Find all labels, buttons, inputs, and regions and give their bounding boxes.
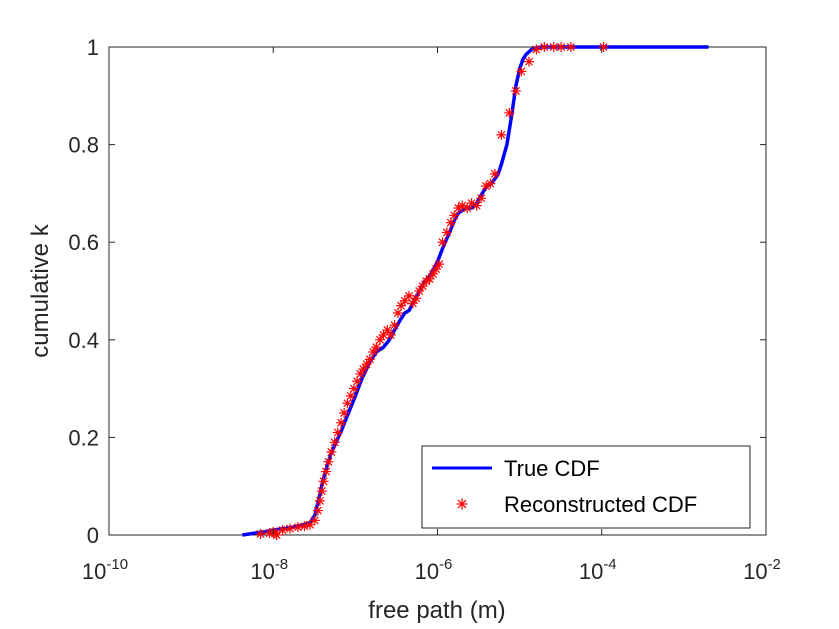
data-point-reconstructed-cdf bbox=[371, 342, 382, 353]
y-tick-label: 1 bbox=[87, 35, 99, 60]
data-point-reconstructed-cdf bbox=[449, 210, 460, 221]
x-tick-label: 10-8 bbox=[250, 556, 288, 584]
legend: True CDF Reconstructed CDF bbox=[421, 445, 751, 529]
data-point-reconstructed-cdf bbox=[339, 408, 350, 418]
x-axis-label: free path (m) bbox=[368, 597, 505, 624]
data-point-reconstructed-cdf bbox=[523, 56, 534, 67]
data-point-reconstructed-cdf bbox=[441, 227, 452, 238]
data-point-reconstructed-cdf bbox=[342, 398, 353, 409]
data-point-reconstructed-cdf bbox=[434, 259, 445, 270]
data-point-reconstructed-cdf bbox=[424, 273, 435, 284]
x-tick-label: 10-10 bbox=[82, 556, 128, 584]
data-point-reconstructed-cdf bbox=[348, 383, 359, 394]
data-point-reconstructed-cdf bbox=[312, 505, 323, 516]
x-tick-label: 10-2 bbox=[743, 556, 781, 584]
data-point-reconstructed-cdf bbox=[485, 178, 496, 189]
data-point-reconstructed-cdf bbox=[332, 427, 343, 438]
data-point-reconstructed-cdf bbox=[336, 417, 347, 428]
data-point-reconstructed-cdf bbox=[516, 66, 527, 77]
data-point-reconstructed-cdf bbox=[437, 237, 448, 248]
data-point-reconstructed-cdf bbox=[389, 320, 400, 331]
data-point-reconstructed-cdf bbox=[314, 495, 325, 506]
data-point-reconstructed-cdf bbox=[352, 376, 363, 387]
data-point-reconstructed-cdf bbox=[510, 85, 521, 96]
data-point-reconstructed-cdf bbox=[309, 515, 320, 526]
data-point-reconstructed-cdf bbox=[445, 217, 456, 228]
data-point-reconstructed-cdf bbox=[417, 281, 428, 292]
data-point-reconstructed-cdf bbox=[255, 529, 266, 540]
y-tick-label: 0.2 bbox=[68, 425, 99, 450]
data-point-reconstructed-cdf bbox=[476, 193, 487, 204]
legend-label-true-cdf: True CDF bbox=[504, 456, 600, 481]
legend-label-reconstructed-cdf: Reconstructed CDF bbox=[504, 492, 697, 517]
data-point-reconstructed-cdf bbox=[316, 486, 327, 497]
data-point-reconstructed-cdf bbox=[345, 390, 356, 401]
x-tick-label: 10-4 bbox=[579, 556, 617, 584]
y-axis-label: cumulative k bbox=[27, 223, 54, 357]
data-point-reconstructed-cdf bbox=[285, 523, 296, 534]
legend-marker-reconstructed-cdf bbox=[456, 498, 468, 510]
data-point-reconstructed-cdf bbox=[565, 42, 576, 52]
data-point-reconstructed-cdf bbox=[329, 437, 340, 448]
data-point-reconstructed-cdf bbox=[323, 456, 334, 467]
data-point-reconstructed-cdf bbox=[504, 107, 515, 118]
data-point-reconstructed-cdf bbox=[396, 300, 407, 311]
data-point-reconstructed-cdf bbox=[496, 129, 507, 140]
data-point-reconstructed-cdf bbox=[326, 447, 337, 458]
data-point-reconstructed-cdf bbox=[318, 476, 329, 487]
data-point-reconstructed-cdf bbox=[539, 42, 550, 52]
y-tick-label: 0.6 bbox=[68, 230, 99, 255]
y-tick-label: 0.4 bbox=[68, 328, 99, 353]
data-point-reconstructed-cdf bbox=[321, 466, 332, 477]
x-tick-label: 10-6 bbox=[415, 556, 453, 584]
data-point-reconstructed-cdf bbox=[277, 525, 288, 536]
data-point-reconstructed-cdf bbox=[598, 42, 609, 52]
data-point-reconstructed-cdf bbox=[364, 354, 375, 365]
data-point-reconstructed-cdf bbox=[392, 307, 403, 318]
data-point-reconstructed-cdf bbox=[556, 42, 567, 52]
data-point-reconstructed-cdf bbox=[414, 286, 425, 296]
data-point-reconstructed-cdf bbox=[471, 200, 482, 211]
legend-box bbox=[421, 445, 751, 529]
data-point-reconstructed-cdf bbox=[489, 168, 500, 179]
y-tick-label: 0.8 bbox=[68, 133, 99, 158]
y-tick-label: 0 bbox=[87, 523, 99, 548]
data-point-reconstructed-cdf bbox=[531, 44, 542, 55]
data-point-reconstructed-cdf bbox=[411, 293, 422, 304]
data-point-reconstructed-cdf bbox=[548, 42, 559, 52]
data-point-reconstructed-cdf bbox=[292, 522, 303, 533]
data-point-reconstructed-cdf bbox=[385, 329, 396, 340]
